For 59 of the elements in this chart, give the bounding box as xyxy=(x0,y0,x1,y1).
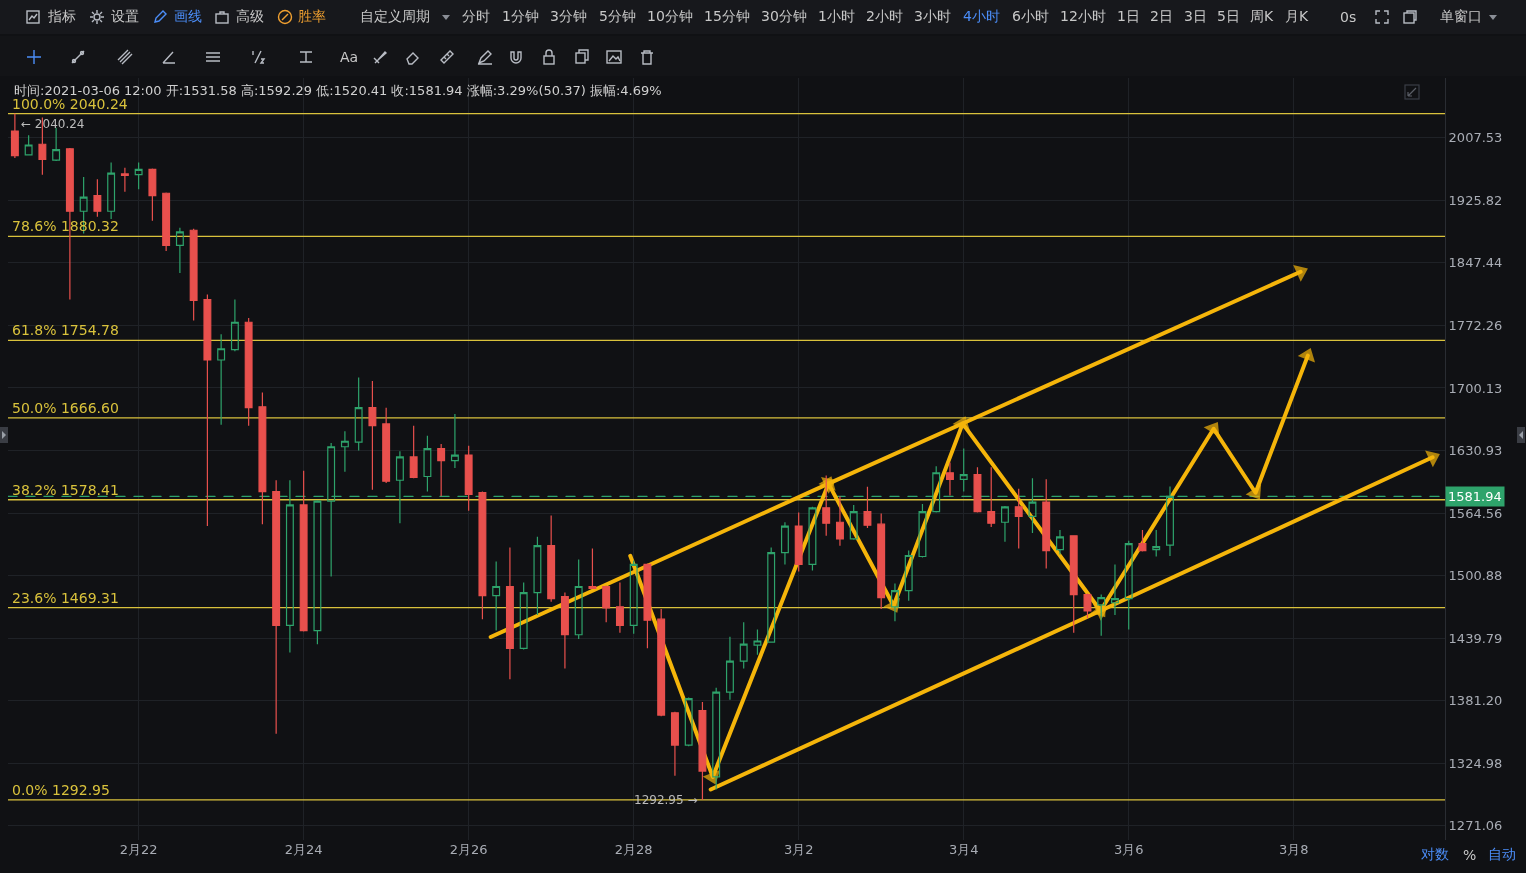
y-tick-label: 1847.44 xyxy=(1448,255,1503,271)
text: 2小时 xyxy=(866,8,903,26)
text: 3日 xyxy=(1184,8,1207,26)
text: 指标 xyxy=(48,8,76,26)
y-tick-label: 1630.93 xyxy=(1448,443,1503,459)
y-tick-label: 1700.13 xyxy=(1448,380,1503,396)
x-tick-label: 3月8 xyxy=(1278,842,1309,857)
text: 0s xyxy=(1340,9,1357,25)
y-tick-label: 1381.20 xyxy=(1448,693,1503,709)
text: 自动 xyxy=(1488,846,1516,864)
y-tick-label: 1772.26 xyxy=(1448,317,1503,333)
y-tick-label: 2007.53 xyxy=(1448,130,1503,146)
y-tick-label: 1925.82 xyxy=(1448,192,1503,208)
ref-line-label: 23.6% 1469.31 xyxy=(12,590,119,606)
text: 5日 xyxy=(1217,8,1240,26)
y-tick-label: 1439.79 xyxy=(1448,630,1503,646)
text: 自定义周期 xyxy=(360,8,430,26)
x-tick-label: 2月22 xyxy=(119,842,158,857)
text: 月K xyxy=(1285,8,1309,26)
text: 1日 xyxy=(1117,8,1140,26)
y-tick-label: 1324.98 xyxy=(1448,755,1503,771)
text: 30分钟 xyxy=(761,8,807,26)
x-tick-label: 2月24 xyxy=(284,842,323,857)
text: 设置 xyxy=(111,8,139,26)
x-tick-label: 2月26 xyxy=(449,842,488,857)
x-tick-label: 2月28 xyxy=(614,842,653,857)
text: 1小时 xyxy=(818,8,855,26)
text: 5分钟 xyxy=(599,8,636,26)
text: 单窗口 xyxy=(1440,8,1482,26)
text: 画线 xyxy=(174,8,202,26)
chart-subtitle: 时间:2021-03-06 12:00 开:1531.58 高:1592.29 低:1520.41 收:1581.94 涨幅:3.29%(50.37) 振幅:4.69% xyxy=(14,83,662,98)
y-tick-label: 1500.88 xyxy=(1448,568,1503,584)
x-tick-label: 3月6 xyxy=(1113,842,1144,857)
text: 分时 xyxy=(462,8,490,26)
ref-line-label: 1581.94 xyxy=(1448,489,1502,504)
text: 对数 xyxy=(1421,846,1449,864)
y-tick-label: 1271.06 xyxy=(1448,818,1503,834)
text: 12小时 xyxy=(1060,8,1106,26)
text: 周K xyxy=(1250,8,1274,26)
text: 3小时 xyxy=(914,8,951,26)
text: % xyxy=(1463,847,1477,863)
ref-line-label: 50.0% 1666.60 xyxy=(12,400,119,416)
y-tick-label: 1564.56 xyxy=(1448,505,1503,521)
text: 2日 xyxy=(1150,8,1173,26)
text: Aa xyxy=(340,49,359,65)
ref-line-label: 100.0% 2040.24 xyxy=(12,96,128,112)
text: 10分钟 xyxy=(647,8,693,26)
text: 4小时 xyxy=(963,8,1000,26)
text: 3分钟 xyxy=(550,8,587,26)
text: 6小时 xyxy=(1012,8,1049,26)
text: 高级 xyxy=(236,8,264,26)
ref-line-label: 0.0% 1292.95 xyxy=(12,782,110,798)
text: 1分钟 xyxy=(502,8,539,26)
text: 胜率 xyxy=(298,8,326,26)
text: 15分钟 xyxy=(704,8,750,26)
x-tick-label: 3月4 xyxy=(948,842,979,857)
ref-line-label: 61.8% 1754.78 xyxy=(12,322,119,338)
ref-line-label: 38.2% 1578.41 xyxy=(12,482,119,498)
x-tick-label: 3月2 xyxy=(783,842,814,857)
